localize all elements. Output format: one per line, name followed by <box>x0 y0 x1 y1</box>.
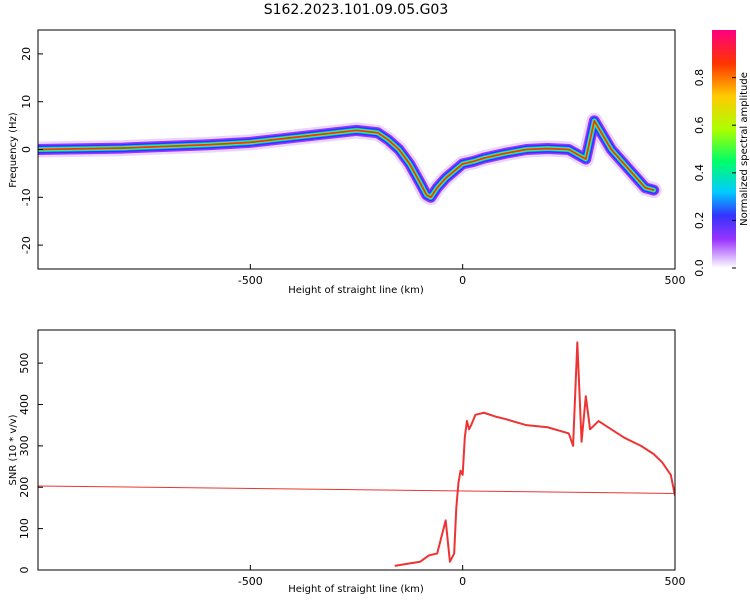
spectrogram-ylabel: Frequency (Hz) <box>8 112 19 188</box>
spectrogram-panel: -500 0 500 -20 -10 0 10 20 Height of straight l… <box>8 29 686 296</box>
snr-ytick-label: 500 <box>18 353 31 374</box>
snr-xtick-label: -500 <box>238 575 263 588</box>
snr-ytick-label: 0 <box>18 567 31 574</box>
snr-series-line <box>394 341 675 567</box>
spectrogram-xtick-label: -500 <box>238 274 263 287</box>
spectrogram-ytick-label: 10 <box>20 95 33 109</box>
spectrogram-xlabel: Height of straight line (km) <box>288 285 424 296</box>
colorbar-ticks: 0.0 0.2 0.4 0.6 0.8 <box>693 69 736 277</box>
spectrogram-ytick-label: -10 <box>20 188 33 206</box>
snr-ylabel: SNR (10 * v/v) <box>8 414 19 485</box>
colorbar-label: Normalized spectral amplitude <box>739 72 750 226</box>
spectrogram-ytick-label: 0 <box>20 146 33 153</box>
spectrogram-ridge <box>38 112 662 206</box>
colorbar: 0.0 0.2 0.4 0.6 0.8 Normalized spectral ampl… <box>693 30 750 277</box>
snr-lines <box>38 341 675 567</box>
colorbar-tick-label: 0.0 <box>693 259 706 277</box>
snr-xlabel: Height of straight line (km) <box>288 584 424 595</box>
colorbar-tick-label: 0.2 <box>693 212 706 230</box>
snr-reference-line <box>38 485 675 494</box>
spectrogram-axes: -500 0 500 -20 -10 0 10 20 <box>20 47 686 287</box>
snr-panel: -500 0 500 0 100 200 300 400 500 Height of strai… <box>8 329 686 595</box>
spectrogram-xtick-label: 0 <box>459 274 466 287</box>
spectrogram-xtick-label: 500 <box>665 274 686 287</box>
snr-frame <box>37 329 676 571</box>
snr-ytick-label: 300 <box>18 435 31 456</box>
spectrogram-ytick-label: -20 <box>20 236 33 254</box>
snr-xtick-label: 500 <box>665 575 686 588</box>
snr-xtick-label: 0 <box>459 575 466 588</box>
snr-axes: -500 0 500 0 100 200 300 400 500 <box>18 353 686 588</box>
spectrogram-ytick-label: 20 <box>20 47 33 61</box>
colorbar-tick-label: 0.6 <box>693 116 706 134</box>
chart-title: S162.2023.101.09.05.G03 <box>264 2 449 18</box>
colorbar-tick-label: 0.4 <box>693 164 706 182</box>
colorbar-tick-label: 0.8 <box>693 69 706 87</box>
colorbar-gradient <box>712 30 736 268</box>
snr-ytick-label: 100 <box>18 518 31 539</box>
spectrogram-ridge-band <box>38 119 655 199</box>
snr-ytick-label: 400 <box>18 394 31 415</box>
snr-ytick-label: 200 <box>18 477 31 498</box>
